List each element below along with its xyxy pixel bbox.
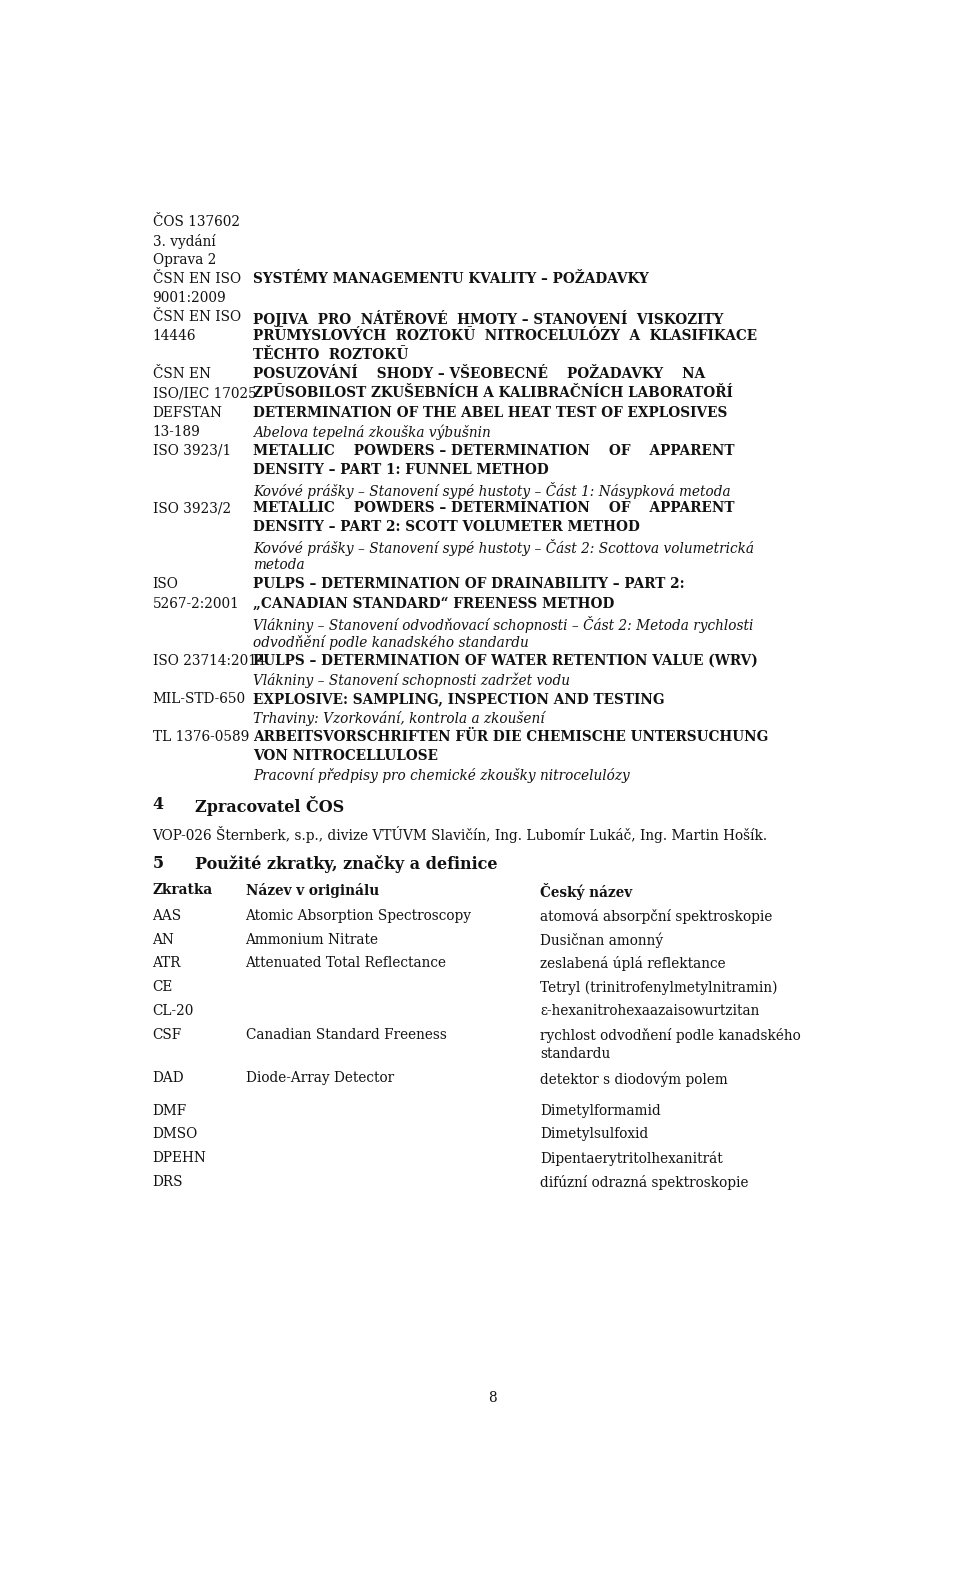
Text: VON NITROCELLULOSE: VON NITROCELLULOSE <box>253 749 439 763</box>
Text: POJIVA  PRO  NÁTĚROVÉ  HMOTY – STANOVENÍ  VISKOZITY: POJIVA PRO NÁTĚROVÉ HMOTY – STANOVENÍ VI… <box>253 310 724 327</box>
Text: ČSN EN: ČSN EN <box>153 367 210 381</box>
Text: SYSTÉMY MANAGEMENTU KVALITY – POŽADAVKY: SYSTÉMY MANAGEMENTU KVALITY – POŽADAVKY <box>253 271 649 286</box>
Text: PULPS – DETERMINATION OF DRAINABILITY – PART 2:: PULPS – DETERMINATION OF DRAINABILITY – … <box>253 578 684 592</box>
Text: metoda: metoda <box>253 559 305 573</box>
Text: DMF: DMF <box>153 1103 187 1117</box>
Text: 4: 4 <box>153 796 163 812</box>
Text: ATR: ATR <box>153 956 181 970</box>
Text: Canadian Standard Freeness: Canadian Standard Freeness <box>246 1028 446 1042</box>
Text: DAD: DAD <box>153 1071 184 1085</box>
Text: standardu: standardu <box>540 1047 611 1061</box>
Text: 5267-2:2001: 5267-2:2001 <box>153 597 239 611</box>
Text: Dimetylsulfoxid: Dimetylsulfoxid <box>540 1127 648 1141</box>
Text: Český název: Český název <box>540 883 633 900</box>
Text: Dimetylformamid: Dimetylformamid <box>540 1103 660 1117</box>
Text: ε-hexanitrohexaazaisowurtzitan: ε-hexanitrohexaazaisowurtzitan <box>540 1004 759 1018</box>
Text: „CАNАDIAN STANDARD“ FREENESS METHOD: „CАNАDIAN STANDARD“ FREENESS METHOD <box>253 597 614 611</box>
Text: Dipentaerytritolhexanitrát: Dipentaerytritolhexanitrát <box>540 1151 723 1167</box>
Text: METALLIC    POWDERS – DETERMINATION    OF    APPARENT: METALLIC POWDERS – DETERMINATION OF APPA… <box>253 501 734 516</box>
Text: Ammonium Nitrate: Ammonium Nitrate <box>246 932 378 946</box>
Text: Vlákniny – Stanovení schopnosti zadržet vodu: Vlákniny – Stanovení schopnosti zadržet … <box>253 674 570 688</box>
Text: atomová absorpční spektroskopie: atomová absorpční spektroskopie <box>540 908 773 924</box>
Text: Kovóvé prášky – Stanovení sypé hustoty – Část 2: Scottova volumetrická: Kovóvé prášky – Stanovení sypé hustoty –… <box>253 539 755 557</box>
Text: 9001:2009: 9001:2009 <box>153 290 227 305</box>
Text: zeslabená úplá reflektance: zeslabená úplá reflektance <box>540 956 726 972</box>
Text: Attenuated Total Reflectance: Attenuated Total Reflectance <box>246 956 446 970</box>
Text: DPEHN: DPEHN <box>153 1151 206 1165</box>
Text: 14446: 14446 <box>153 329 196 343</box>
Text: DRS: DRS <box>153 1175 183 1189</box>
Text: CL-20: CL-20 <box>153 1004 194 1018</box>
Text: VOP-026 Šternberk, s.p., divize VTÚVM Slavičín, Ing. Lubomír Lukáč, Ing. Martin : VOP-026 Šternberk, s.p., divize VTÚVM Sl… <box>153 825 768 843</box>
Text: TL 1376-0589: TL 1376-0589 <box>153 731 249 744</box>
Text: ISO 3923/2: ISO 3923/2 <box>153 501 230 516</box>
Text: ISO/IEC 17025: ISO/IEC 17025 <box>153 386 256 401</box>
Text: 5: 5 <box>153 855 163 873</box>
Text: METALLIC    POWDERS – DETERMINATION    OF    APPARENT: METALLIC POWDERS – DETERMINATION OF APPA… <box>253 444 734 458</box>
Text: ČSN EN ISO: ČSN EN ISO <box>153 310 241 324</box>
Text: Oprava 2: Oprava 2 <box>153 252 216 267</box>
Text: AN: AN <box>153 932 175 946</box>
Text: Tetryl (trinitrofenylmetylnitramin): Tetryl (trinitrofenylmetylnitramin) <box>540 980 778 994</box>
Text: Diode-Array Detector: Diode-Array Detector <box>246 1071 394 1085</box>
Text: 3. vydání: 3. vydání <box>153 233 215 249</box>
Text: PRŪMYSLOVÝCH  ROZТОКŪ  NITROCELULÓZY  A  KLASIFIKACE: PRŪMYSLOVÝCH ROZТОКŪ NITROCELULÓZY A KLA… <box>253 329 757 343</box>
Text: difúzní odrazná spektroskopie: difúzní odrazná spektroskopie <box>540 1175 749 1191</box>
Text: Kovóvé prášky – Stanovení sypé hustoty – Část 1: Násypková metoda: Kovóvé prášky – Stanovení sypé hustoty –… <box>253 482 731 500</box>
Text: Vlákniny – Stanovení odvodňovací schopnosti – Část 2: Metoda rychlosti: Vlákniny – Stanovení odvodňovací schopno… <box>253 616 754 632</box>
Text: Pracovní předpisy pro chemické zkoušky nitrocelulózy: Pracovní předpisy pro chemické zkoušky n… <box>253 768 630 784</box>
Text: odvodňění podle kanadského standardu: odvodňění podle kanadského standardu <box>253 635 529 650</box>
Text: EXPLOSIVE: SAMPLING, INSPECTION AND TESTING: EXPLOSIVE: SAMPLING, INSPECTION AND TEST… <box>253 693 665 705</box>
Text: ISO 23714:2014: ISO 23714:2014 <box>153 654 265 667</box>
Text: Název v originálu: Název v originálu <box>246 883 379 899</box>
Text: ISO: ISO <box>153 578 179 592</box>
Text: DEFSTAN: DEFSTAN <box>153 405 223 420</box>
Text: AAS: AAS <box>153 908 181 922</box>
Text: DENSITY – PART 2: SCOTT VOLUMETER METHOD: DENSITY – PART 2: SCOTT VOLUMETER METHOD <box>253 520 640 535</box>
Text: ISO 3923/1: ISO 3923/1 <box>153 444 230 458</box>
Text: Dusičnan amonný: Dusičnan amonný <box>540 932 663 948</box>
Text: Použité zkratky, značky a definice: Použité zkratky, značky a definice <box>195 855 497 873</box>
Text: Zkratka: Zkratka <box>153 883 213 897</box>
Text: DMSO: DMSO <box>153 1127 198 1141</box>
Text: ČOS 137602: ČOS 137602 <box>153 214 240 228</box>
Text: DENSITY – PART 1: FUNNEL METHOD: DENSITY – PART 1: FUNNEL METHOD <box>253 463 549 477</box>
Text: Atomic Absorption Spectroscopy: Atomic Absorption Spectroscopy <box>246 908 471 922</box>
Text: Trhaviny: Vzorkování, kontrola a zkoušení: Trhaviny: Vzorkování, kontrola a zkoušen… <box>253 712 545 726</box>
Text: DETERMINATION OF THE ABEL HEAT TEST OF EXPLOSIVES: DETERMINATION OF THE ABEL HEAT TEST OF E… <box>253 405 728 420</box>
Text: Zpracovatel ČOS: Zpracovatel ČOS <box>195 796 345 816</box>
Text: detektor s diodovým polem: detektor s diodovým polem <box>540 1071 728 1087</box>
Text: 8: 8 <box>488 1392 496 1404</box>
Text: 13-189: 13-189 <box>153 425 201 439</box>
Text: ČSN EN ISO: ČSN EN ISO <box>153 271 241 286</box>
Text: PULPS – DETERMINATION OF WATER RETENTION VALUE (WRV): PULPS – DETERMINATION OF WATER RETENTION… <box>253 654 758 667</box>
Text: Abelova tepelná zkouška výbušnin: Abelova tepelná zkouška výbušnin <box>253 425 492 440</box>
Text: ZPŪSОBILOST ZKUŠEBNÍCH A KALIBRAČNÍCH LABORATOŘÍ: ZPŪSОBILOST ZKUŠEBNÍCH A KALIBRAČNÍCH LA… <box>253 386 733 401</box>
Text: rychlost odvodňení podle kanadského: rychlost odvodňení podle kanadského <box>540 1028 801 1044</box>
Text: CE: CE <box>153 980 173 994</box>
Text: MIL-STD-650: MIL-STD-650 <box>153 693 246 705</box>
Text: TĚCHTO  ROZТОКŪ: TĚCHTO ROZТОКŪ <box>253 348 409 362</box>
Text: CSF: CSF <box>153 1028 181 1042</box>
Text: ARBEITSVORSCHRIFTEN FÜR DIE CHEMISCHE UNTERSUCHUNG: ARBEITSVORSCHRIFTEN FÜR DIE CHEMISCHE UN… <box>253 731 769 744</box>
Text: POSUZOVÁNÍ    SHODY – VŠEOBECNÉ    POŽADAVKY    NA: POSUZOVÁNÍ SHODY – VŠEOBECNÉ POŽADAVKY N… <box>253 367 706 381</box>
